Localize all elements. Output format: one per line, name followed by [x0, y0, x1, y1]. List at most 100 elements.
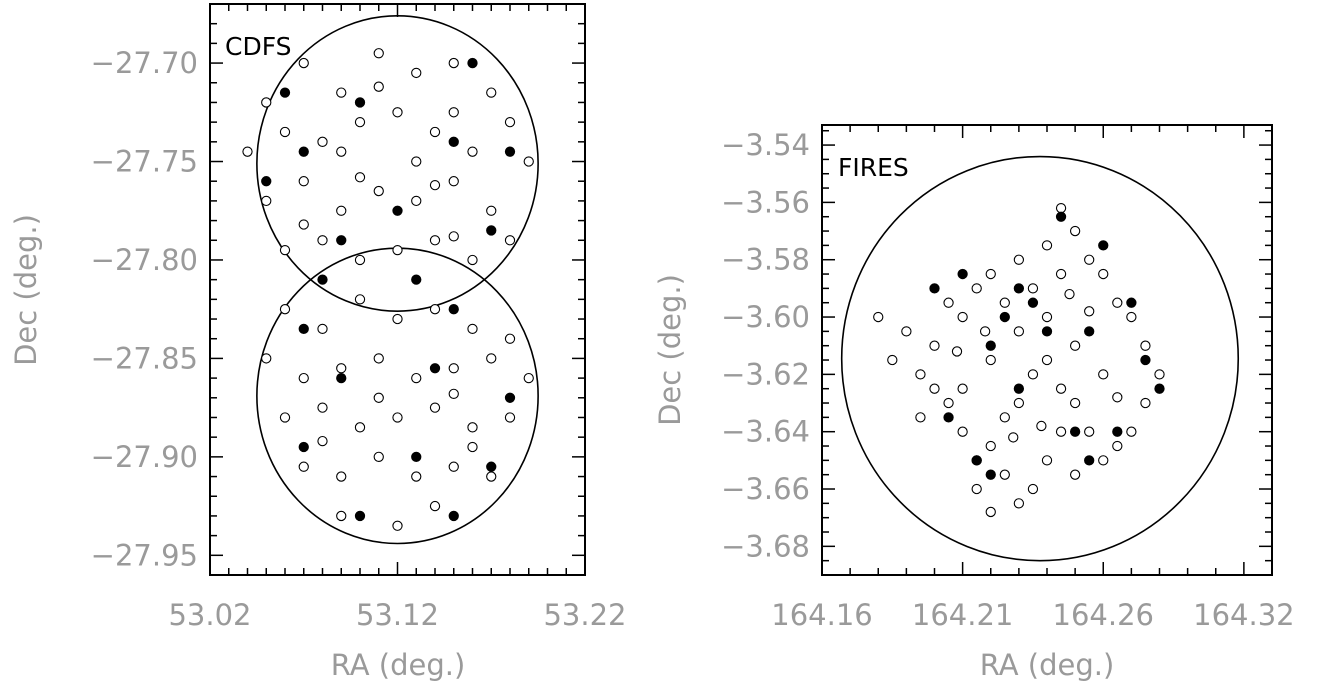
x-tick-label: 164.26 [1053, 598, 1154, 632]
open-point [411, 372, 422, 384]
open-point [1041, 455, 1053, 466]
open-point [951, 346, 963, 357]
open-point [523, 372, 534, 384]
filled-point [1154, 383, 1165, 394]
cdfs-x-axis-title: RA (deg.) [331, 648, 466, 681]
open-point [448, 107, 459, 118]
field-circle [256, 247, 539, 545]
cdfs-field-circles [256, 15, 539, 545]
open-point [373, 451, 384, 463]
open-point [467, 323, 478, 335]
open-point [1055, 426, 1067, 437]
open-point [873, 311, 884, 323]
open-point [504, 235, 516, 246]
field-circle [256, 15, 539, 312]
open-point [1013, 397, 1025, 409]
open-point [1140, 397, 1151, 409]
open-point [915, 412, 926, 423]
open-point [985, 440, 996, 452]
y-tick-label: −3.66 [721, 472, 810, 506]
cdfs-ticks [209, 3, 586, 576]
filled-point [1041, 326, 1053, 337]
x-tick-label: 53.02 [168, 598, 251, 632]
open-point [279, 126, 291, 138]
filled-point [1084, 455, 1095, 466]
y-tick-label: −3.58 [721, 243, 810, 277]
filled-point [486, 225, 497, 236]
open-point [336, 87, 347, 98]
filled-point [429, 363, 441, 374]
filled-point [1027, 297, 1039, 308]
open-point [317, 235, 328, 246]
open-point [392, 412, 403, 423]
open-point [373, 353, 384, 364]
open-point [1041, 311, 1053, 323]
open-point [261, 97, 272, 108]
filled-point [261, 176, 272, 187]
open-point [467, 441, 478, 453]
open-point [1098, 268, 1109, 280]
open-point [523, 156, 534, 167]
fires-y-axis-title: Dec (deg.) [653, 274, 687, 426]
open-point [411, 67, 422, 79]
open-point [373, 48, 384, 59]
open-point [486, 353, 497, 364]
open-point [354, 172, 366, 183]
open-point [354, 254, 366, 266]
open-point [298, 461, 309, 472]
filled-point [1069, 426, 1081, 437]
filled-point [298, 323, 309, 335]
open-point [298, 57, 309, 69]
filled-point [1084, 326, 1095, 337]
open-point [261, 195, 272, 207]
open-point [392, 313, 403, 325]
open-point [979, 326, 991, 337]
open-point [1027, 483, 1039, 495]
cdfs-panel-label: CDFS [225, 32, 292, 61]
open-point [1013, 326, 1025, 337]
open-point [298, 176, 309, 187]
open-point [957, 426, 968, 437]
open-point [1098, 369, 1109, 380]
filled-point [1140, 354, 1151, 366]
open-point [448, 363, 459, 374]
open-point [1069, 469, 1081, 480]
open-point [317, 323, 328, 335]
filled-point [448, 510, 459, 522]
open-point [915, 369, 926, 380]
open-point [261, 353, 272, 364]
filled-point [504, 146, 516, 157]
open-point [429, 304, 441, 315]
y-tick-label: −3.60 [721, 300, 810, 334]
open-point [1064, 288, 1075, 300]
open-point [429, 179, 441, 191]
open-point [1013, 254, 1025, 265]
open-point [1069, 340, 1081, 351]
y-tick-label: −27.85 [91, 341, 198, 375]
open-point [429, 126, 441, 138]
y-tick-label: −3.56 [721, 185, 810, 219]
filled-point [999, 311, 1010, 323]
open-point [279, 304, 291, 315]
filled-point [298, 441, 309, 453]
filled-point [1112, 426, 1123, 437]
open-point [411, 471, 422, 482]
open-point [392, 520, 403, 531]
open-point [1069, 225, 1081, 237]
open-point [1055, 268, 1067, 280]
open-point [985, 506, 996, 518]
open-point [1027, 369, 1039, 380]
open-point [336, 471, 347, 482]
filled-point [317, 274, 328, 285]
y-tick-label: −27.90 [91, 440, 198, 474]
filled-point [354, 510, 366, 522]
filled-point [985, 340, 996, 351]
filled-point [971, 455, 982, 466]
filled-point [1098, 240, 1109, 251]
open-point [354, 116, 366, 128]
open-point [486, 87, 497, 98]
open-point [354, 422, 366, 433]
open-point [1041, 354, 1053, 366]
open-point [336, 205, 347, 216]
filled-point [411, 274, 422, 285]
